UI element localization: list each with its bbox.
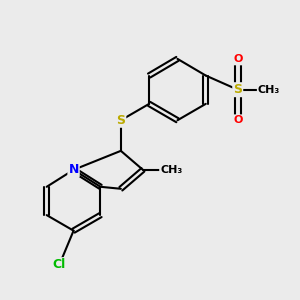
Text: Cl: Cl	[53, 258, 66, 271]
Text: O: O	[233, 115, 242, 125]
Text: CH₃: CH₃	[160, 165, 182, 175]
Text: S: S	[116, 114, 125, 127]
Text: CH₃: CH₃	[258, 85, 280, 95]
Text: O: O	[233, 54, 242, 64]
Text: N: N	[68, 163, 79, 176]
Text: S: S	[233, 83, 242, 96]
